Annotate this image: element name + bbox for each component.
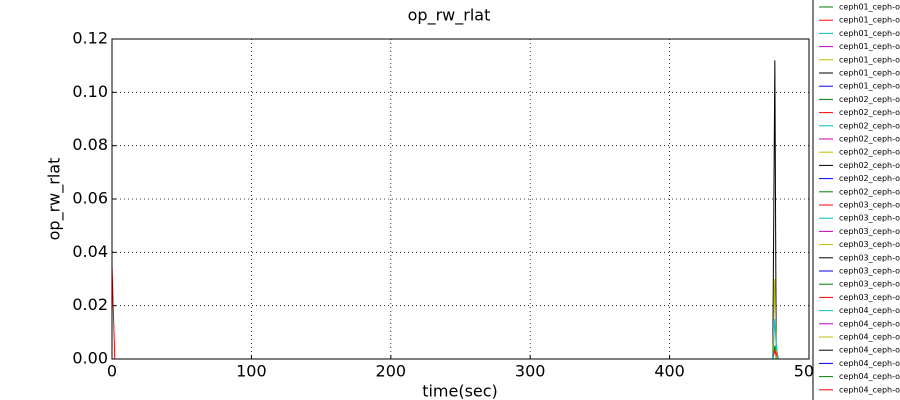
x-tick-label: 0 <box>107 362 117 381</box>
legend-label: ceph02_ceph-o <box>839 187 900 196</box>
legend-label: ceph03_ceph-o <box>839 227 900 236</box>
legend-label: ceph03_ceph-o <box>839 280 900 289</box>
y-tick-label: 0.06 <box>72 189 108 208</box>
legend-label: ceph04_ceph-o <box>839 306 900 315</box>
legend-label: ceph02_ceph-o <box>839 121 900 130</box>
legend-label: ceph02_ceph-o <box>839 148 900 157</box>
plot-frame <box>111 38 810 360</box>
y-tick-label: 0.12 <box>72 29 108 48</box>
series-line <box>112 349 779 360</box>
y-tick-label: 0.02 <box>72 295 108 314</box>
legend-label: ceph04_ceph-o <box>839 346 900 355</box>
x-tick-label: 200 <box>376 362 407 381</box>
legend-label: ceph01_ceph-o <box>839 16 900 25</box>
legend-label: ceph01_ceph-o <box>839 29 900 38</box>
legend-label: ceph03_ceph-o <box>839 253 900 262</box>
y-axis-label: op_rw_rlat <box>45 158 65 241</box>
series-line <box>112 60 779 360</box>
y-tick-label: 0.10 <box>72 82 108 101</box>
legend-label: ceph03_ceph-o <box>839 267 900 276</box>
legend-label: ceph04_ceph-o <box>839 319 900 328</box>
x-tick-label: 100 <box>236 362 267 381</box>
series-line <box>111 265 779 360</box>
y-tick-label: 0.08 <box>72 135 108 154</box>
legend-label: ceph01_ceph-o <box>839 42 900 51</box>
legend-label: ceph02_ceph-o <box>839 161 900 170</box>
legend-label: ceph01_ceph-o <box>839 55 900 64</box>
legend-label: ceph02_ceph-o <box>839 174 900 183</box>
series-line <box>112 345 779 360</box>
x-tick-label: 400 <box>654 362 685 381</box>
chart-title: op_rw_rlat <box>408 6 491 26</box>
legend-label: ceph04_ceph-o <box>839 359 900 368</box>
legend-label: ceph03_ceph-o <box>839 214 900 223</box>
series-line <box>112 278 779 360</box>
legend-label: ceph02_ceph-o <box>839 108 900 117</box>
legend-label: ceph03_ceph-o <box>839 201 900 210</box>
legend-label: ceph04_ceph-o <box>839 372 900 381</box>
legend-label: ceph02_ceph-o <box>839 95 900 104</box>
legend-label: ceph01_ceph-o <box>839 69 900 78</box>
legend-label: ceph01_ceph-o <box>839 82 900 91</box>
x-tick-label: 300 <box>515 362 546 381</box>
legend-box <box>812 0 900 400</box>
legend-label: ceph02_ceph-o <box>839 135 900 144</box>
legend-label: ceph04_ceph-o <box>839 333 900 342</box>
legend-label: ceph01_ceph-o <box>839 3 900 12</box>
series-line <box>112 318 779 360</box>
legend-label: ceph03_ceph-o <box>839 293 900 302</box>
x-axis-label: time(sec) <box>422 382 498 400</box>
y-tick-label: 0.00 <box>72 349 108 368</box>
y-tick-label: 0.04 <box>72 242 108 261</box>
legend-label: ceph04_ceph-o <box>839 385 900 394</box>
legend-label: ceph03_ceph-o <box>839 240 900 249</box>
